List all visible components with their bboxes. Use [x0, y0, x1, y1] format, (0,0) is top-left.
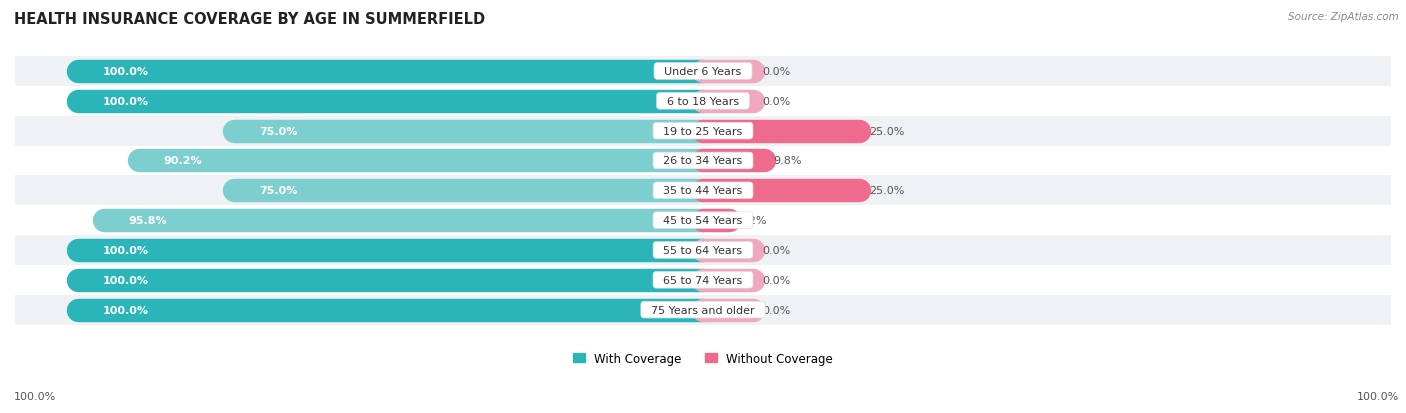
- Text: 100.0%: 100.0%: [103, 275, 149, 285]
- Text: 6 to 18 Years: 6 to 18 Years: [659, 97, 747, 107]
- Text: Source: ZipAtlas.com: Source: ZipAtlas.com: [1288, 12, 1399, 22]
- Text: 75.0%: 75.0%: [259, 186, 297, 196]
- Text: 9.8%: 9.8%: [773, 156, 803, 166]
- Bar: [15, 176, 1391, 206]
- Text: 0.0%: 0.0%: [762, 305, 790, 315]
- Text: 55 to 64 Years: 55 to 64 Years: [657, 245, 749, 255]
- Text: 75.0%: 75.0%: [259, 126, 297, 136]
- Text: 100.0%: 100.0%: [14, 391, 56, 401]
- Text: 0.0%: 0.0%: [762, 67, 790, 77]
- Text: 0.0%: 0.0%: [762, 97, 790, 107]
- Bar: [15, 235, 1391, 265]
- Text: 65 to 74 Years: 65 to 74 Years: [657, 275, 749, 285]
- Text: 0.0%: 0.0%: [762, 275, 790, 285]
- Text: 35 to 44 Years: 35 to 44 Years: [657, 186, 749, 196]
- Text: 100.0%: 100.0%: [1357, 391, 1399, 401]
- Text: 25.0%: 25.0%: [869, 186, 904, 196]
- Text: 95.8%: 95.8%: [129, 216, 167, 225]
- Text: 75 Years and older: 75 Years and older: [644, 305, 762, 315]
- Text: 90.2%: 90.2%: [165, 156, 202, 166]
- Legend: With Coverage, Without Coverage: With Coverage, Without Coverage: [572, 352, 834, 365]
- Text: 19 to 25 Years: 19 to 25 Years: [657, 126, 749, 136]
- Bar: [15, 57, 1391, 87]
- Bar: [15, 265, 1391, 295]
- Bar: [15, 295, 1391, 325]
- Text: 26 to 34 Years: 26 to 34 Years: [657, 156, 749, 166]
- Text: 45 to 54 Years: 45 to 54 Years: [657, 216, 749, 225]
- Bar: [15, 87, 1391, 116]
- Bar: [15, 116, 1391, 146]
- Text: Under 6 Years: Under 6 Years: [658, 67, 748, 77]
- Text: 100.0%: 100.0%: [103, 97, 149, 107]
- Text: 100.0%: 100.0%: [103, 67, 149, 77]
- Text: HEALTH INSURANCE COVERAGE BY AGE IN SUMMERFIELD: HEALTH INSURANCE COVERAGE BY AGE IN SUMM…: [14, 12, 485, 27]
- Text: 25.0%: 25.0%: [869, 126, 904, 136]
- Text: 4.2%: 4.2%: [738, 216, 768, 225]
- Text: 100.0%: 100.0%: [103, 245, 149, 255]
- Text: 100.0%: 100.0%: [103, 305, 149, 315]
- Bar: [15, 206, 1391, 235]
- Text: 0.0%: 0.0%: [762, 245, 790, 255]
- Bar: [15, 146, 1391, 176]
